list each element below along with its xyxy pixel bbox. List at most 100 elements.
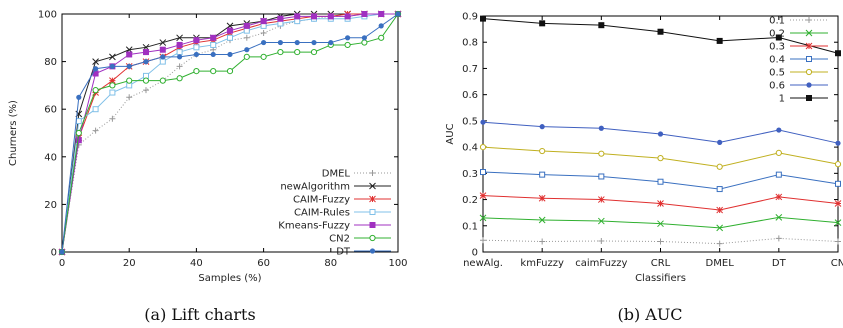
data-point <box>834 200 842 207</box>
data-point <box>109 77 116 84</box>
data-point <box>109 115 116 122</box>
data-point <box>75 129 82 137</box>
data-point <box>294 48 301 56</box>
y-axis-label: AUC <box>445 123 456 144</box>
data-point <box>277 48 284 56</box>
legend-item-0-4: 0.4 <box>769 55 828 66</box>
x-tick-label: 20 <box>123 258 136 269</box>
legend-label: 1 <box>779 94 785 105</box>
x-tick-label: 0 <box>59 258 65 269</box>
data-point <box>159 39 167 46</box>
data-point <box>598 173 605 180</box>
data-point <box>75 137 82 144</box>
data-point <box>126 51 133 58</box>
legend-swatch-marker <box>369 209 376 215</box>
y-tick-label: 20 <box>44 200 57 211</box>
data-point <box>716 206 724 214</box>
data-point <box>834 219 842 226</box>
data-point <box>260 18 267 25</box>
data-point <box>76 94 82 100</box>
data-point <box>657 131 664 137</box>
data-point <box>243 53 250 60</box>
data-point <box>657 155 664 162</box>
y-tick-label: 0.2 <box>462 195 478 206</box>
data-point <box>716 240 723 247</box>
series-0-5 <box>479 144 842 170</box>
legend-swatch-marker <box>806 17 812 23</box>
data-point <box>109 63 115 69</box>
data-point <box>327 13 334 20</box>
x-axis-label: Classifiers <box>635 273 686 284</box>
data-point <box>261 39 267 46</box>
legend-item-caim-rules: CAIM-Rules <box>294 208 391 219</box>
data-point <box>227 27 233 34</box>
legend-swatch-marker <box>806 56 812 62</box>
legend-swatch-marker <box>805 42 813 50</box>
data-point <box>159 46 166 53</box>
y-tick-label: 0.9 <box>462 12 478 23</box>
legend-label: DMEL <box>322 169 351 180</box>
data-point <box>657 200 664 207</box>
data-point <box>210 41 217 48</box>
legend-label: CAIM-Rules <box>294 208 350 219</box>
data-point <box>226 68 234 75</box>
legend-item-kmeans-fuzzy: Kmeans-Fuzzy <box>278 221 391 232</box>
data-point <box>260 30 267 37</box>
y-tick-label: 0.8 <box>462 38 478 49</box>
data-point <box>480 169 486 176</box>
series-0-2 <box>479 214 842 232</box>
legend: DMEL newAlgorithm CAIM-Fuzzy CAIM-Rules Kmea… <box>278 169 391 258</box>
y-tick-label: 100 <box>38 10 57 21</box>
caption-auc: (b) AUC <box>617 305 682 324</box>
data-point <box>126 94 133 101</box>
legend-item-caim-fuzzy: CAIM-Fuzzy <box>293 195 391 206</box>
legend: 0.1 0.2 0.3 0.4 0.5 0.6 1 <box>769 16 828 105</box>
data-point <box>716 186 723 193</box>
series-0-1 <box>480 235 841 247</box>
data-point <box>210 34 217 41</box>
legend-swatch-marker <box>806 95 812 101</box>
data-point <box>143 87 149 94</box>
x-tick-label: 80 <box>324 258 337 269</box>
y-tick-label: 0 <box>51 248 57 259</box>
legend-item-dmel: DMEL <box>322 169 391 180</box>
data-point <box>539 20 546 27</box>
data-point <box>310 48 318 56</box>
data-point <box>361 39 368 46</box>
legend-item-1: 1 <box>779 94 828 105</box>
y-tick-label: 0.7 <box>462 64 478 75</box>
data-point <box>480 237 486 244</box>
data-point <box>176 34 183 42</box>
x-tick-label: 60 <box>257 258 270 269</box>
data-point <box>176 49 183 56</box>
x-tick-label: CRL <box>651 258 671 269</box>
data-point <box>835 140 841 146</box>
x-axis-label: Samples (%) <box>198 273 261 284</box>
y-tick-label: 0 <box>472 248 478 259</box>
plot-frame <box>61 13 399 253</box>
data-point <box>294 39 300 46</box>
series-line-0-2 <box>482 216 839 229</box>
legend-label: 0.2 <box>769 29 785 40</box>
data-point <box>244 47 250 53</box>
data-point <box>538 216 546 224</box>
legend-item-cn2: CN2 <box>329 234 391 245</box>
data-point <box>159 77 166 84</box>
data-point <box>775 214 783 221</box>
data-point <box>344 41 351 49</box>
data-point <box>126 63 132 69</box>
legend-swatch-marker <box>806 82 812 88</box>
data-point <box>479 192 487 199</box>
legend-item-dt: DT <box>336 247 391 258</box>
legend-item-0-2: 0.2 <box>769 29 828 40</box>
data-point <box>775 193 783 201</box>
data-point <box>776 127 782 133</box>
data-point <box>775 149 782 156</box>
data-point <box>835 238 841 245</box>
legend-item-0-6: 0.6 <box>769 81 828 92</box>
legend-label: CN2 <box>329 234 350 245</box>
y-tick-label: 80 <box>44 57 57 68</box>
series-0-4 <box>480 169 841 193</box>
legend-swatch-marker <box>369 222 376 228</box>
data-point <box>260 22 267 29</box>
